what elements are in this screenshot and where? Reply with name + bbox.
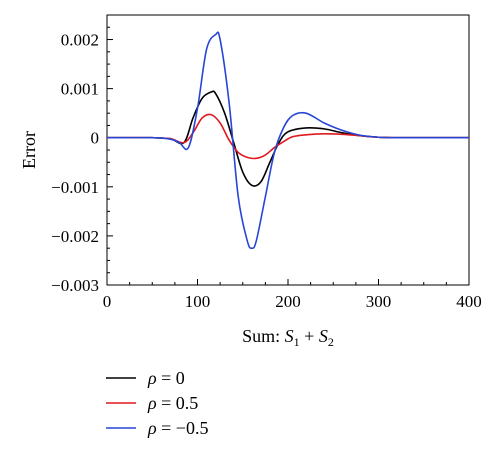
legend-item-rho-0: ρ = 0 xyxy=(106,368,185,388)
x-tick-label: 200 xyxy=(275,292,301,311)
plot-area xyxy=(106,14,470,286)
legend-label: ρ = −0.5 xyxy=(147,418,208,438)
legend-symbol: ρ xyxy=(147,368,157,388)
y-tick-label: 0 xyxy=(91,129,100,148)
x-tick-label: 300 xyxy=(366,292,392,311)
x-axis-label-sub1: 1 xyxy=(294,335,300,349)
legend: ρ = 0ρ = 0.5ρ = −0.5 xyxy=(106,368,208,438)
x-tick-label: 400 xyxy=(456,292,482,311)
y-tick-label: −0.003 xyxy=(51,276,99,295)
y-tick-label: 0.002 xyxy=(61,31,99,50)
legend-value: = 0 xyxy=(157,368,185,388)
legend-value: = 0.5 xyxy=(157,393,199,413)
legend-item-rho-0-5: ρ = 0.5 xyxy=(106,393,198,413)
legend-item-rho-neg-0-5: ρ = −0.5 xyxy=(106,418,208,438)
x-axis-ticks: 0 100 200 300 400 xyxy=(103,279,482,311)
plot-border xyxy=(106,14,470,286)
y-tick-label: −0.002 xyxy=(51,227,99,246)
y-axis-label: Error xyxy=(19,131,39,169)
x-tick-label: 0 xyxy=(103,292,112,311)
x-axis-label-var2: S xyxy=(319,326,328,346)
x-axis-label-var1: S xyxy=(285,326,294,346)
legend-value: = −0.5 xyxy=(157,418,209,438)
x-tick-label: 100 xyxy=(185,292,211,311)
legend-symbol: ρ xyxy=(147,393,157,413)
y-axis-ticks: 0.002 0.001 0 −0.001 −0.002 −0.003 xyxy=(51,14,113,295)
x-axis-label-sub2: 2 xyxy=(328,335,334,349)
y-tick-label: 0.001 xyxy=(61,80,99,99)
legend-label: ρ = 0 xyxy=(147,368,185,388)
x-axis-label-prefix: Sum: xyxy=(242,326,285,346)
y-tick-label: −0.001 xyxy=(51,178,99,197)
series-layer xyxy=(106,31,469,250)
x-axis-label: Sum: S1 + S2 xyxy=(242,326,334,349)
legend-label: ρ = 0.5 xyxy=(147,393,198,413)
x-axis-label-op: + xyxy=(300,326,319,346)
legend-symbol: ρ xyxy=(147,418,157,438)
series-line-rho-neg-0-5 xyxy=(106,31,469,250)
